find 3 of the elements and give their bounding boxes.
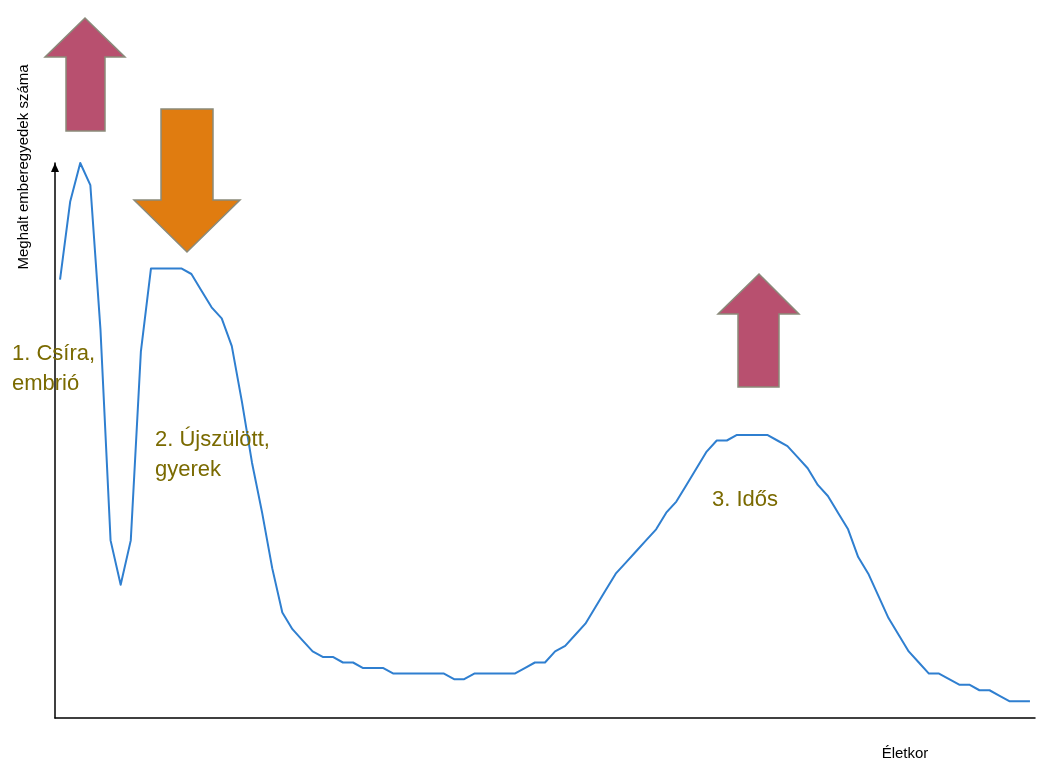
annotation: 3. Idős xyxy=(712,485,780,513)
x-axis-title: Életkor xyxy=(881,743,929,761)
y-axis-title: Meghalt emberegyedek száma xyxy=(13,63,31,270)
